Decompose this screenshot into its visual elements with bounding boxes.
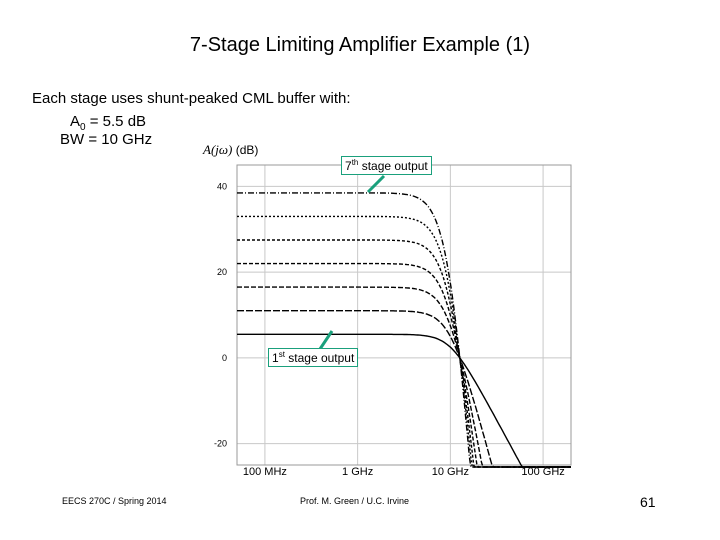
callout-7th-stage: 7th stage output	[341, 156, 432, 175]
y-tick-label-1: 20	[217, 267, 227, 277]
footer-course: EECS 270C / Spring 2014	[62, 496, 167, 506]
callout-7th-sup: th	[351, 158, 359, 167]
x-tick-label-1: 1 GHz	[342, 466, 373, 478]
y-axis-label: A(jω) (dB)	[203, 142, 258, 158]
x-ticks: 100 MHz 1 GHz 10 GHz 100 GHz	[243, 466, 565, 478]
plot-frame	[236, 164, 572, 466]
y-tick-label-2: 0	[222, 353, 227, 363]
x-tick-label-0: 100 MHz	[243, 466, 287, 478]
curve-stage-5	[237, 239, 571, 468]
param-bw: BW = 10 GHz	[60, 131, 153, 148]
y-tick-label-0: 40	[217, 181, 227, 191]
callout-bottom-leader	[318, 330, 334, 350]
curve-stage-3	[237, 286, 571, 468]
a0-subscript: 0	[80, 122, 86, 133]
gain-function: A(jω)	[203, 142, 233, 157]
curve-stage-6	[237, 215, 571, 468]
curve-stage-7	[237, 192, 571, 468]
y-tick-label-3: -20	[214, 439, 227, 449]
plot-grid	[237, 165, 571, 465]
callout-7th-text: stage output	[358, 159, 428, 173]
curve-stage-1	[237, 333, 571, 468]
callout-7th-num: 7	[345, 159, 352, 173]
slide-title: 7-Stage Limiting Amplifier Example (1)	[189, 34, 531, 56]
gain-unit: (dB)	[235, 143, 259, 157]
slide-number: 61	[640, 494, 656, 510]
param-a0: A0 = 5.5 dB	[70, 113, 146, 133]
x-tick-label-2: 10 GHz	[432, 466, 469, 478]
callout-1st-text: stage output	[284, 351, 355, 365]
curves	[237, 192, 571, 468]
footer-author: Prof. M. Green / U.C. Irvine	[300, 496, 410, 506]
a0-symbol: A	[70, 113, 81, 130]
a0-value: = 5.5 dB	[85, 113, 147, 130]
callout-1st-num: 1	[272, 351, 279, 365]
callout-1st-sup: st	[278, 350, 285, 359]
y-ticks: 40 20 0 -20	[214, 181, 227, 448]
intro-text: Each stage uses shunt-peaked CML buffer …	[32, 90, 351, 107]
callout-top-leader	[366, 174, 386, 194]
x-tick-label-3: 100 GHz	[521, 466, 564, 478]
callout-1st-stage: 1st stage output	[268, 348, 359, 367]
